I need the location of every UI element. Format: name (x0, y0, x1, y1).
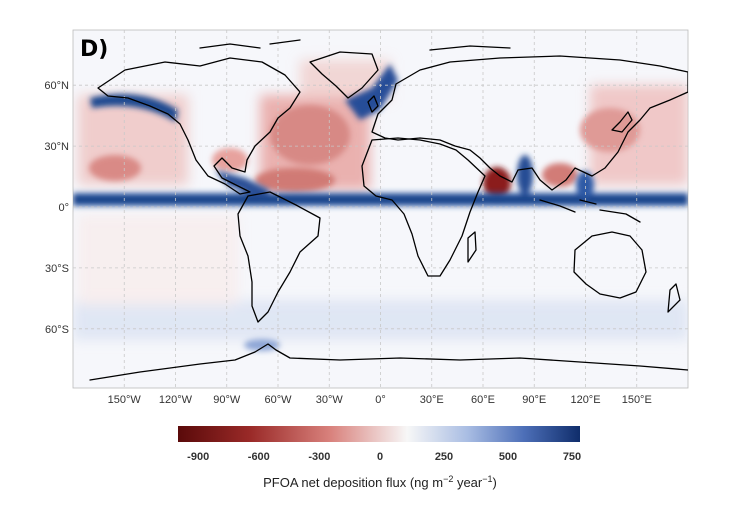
flux-gulf-mexico (212, 148, 248, 172)
flux-na-pacific-coast (90, 94, 178, 122)
lon-tick-label: 150°E (622, 394, 652, 406)
colorbar-tick-label: 0 (377, 451, 383, 463)
lon-tick-label: 30°E (420, 394, 444, 406)
map-panel (72, 29, 689, 389)
coast-madagascar (467, 231, 477, 263)
flux-nw-pacific (580, 108, 640, 152)
gridlines (73, 30, 688, 388)
coast-japan (611, 111, 633, 133)
lat-tick-label: 30°S (45, 263, 69, 275)
coastlines (89, 39, 688, 381)
flux-atlantic-core (270, 105, 350, 165)
coast-indonesia (539, 199, 641, 223)
lat-tick-label: 60°S (45, 324, 69, 336)
colorbar-tick-labels: -900 -600 -300 0 250 500 750 (187, 451, 581, 463)
coast-south-america (237, 191, 321, 323)
flux-labrador (345, 64, 398, 120)
coast-north-america (97, 57, 301, 195)
longitude-tick-labels: 150°W 120°W 90°W 60°W 30°W 0° 30°E 60°E 90°E 120°… (108, 394, 652, 406)
lat-tick-label: 60°N (44, 80, 69, 92)
colorbar-tick-label: 500 (499, 451, 517, 463)
coast-eurasia (371, 55, 688, 191)
coast-australia (573, 231, 647, 299)
latitude-tick-labels: 60°N 30°N 0° 30°S 60°S (44, 80, 69, 336)
coast-antarctica (89, 343, 688, 381)
panel-label: D) (80, 37, 108, 62)
flux-bay-of-bengal (517, 155, 533, 195)
lon-tick-label: 30°W (316, 394, 344, 406)
flux-indonesia (542, 163, 578, 187)
flux-south-pacific (78, 215, 238, 305)
coast-arctic-islands (199, 39, 511, 51)
flux-south-china-sea (576, 171, 594, 199)
strong-features (89, 105, 640, 199)
coast-africa (361, 137, 486, 277)
coast-uk (367, 95, 379, 113)
lon-tick-label: 120°E (570, 394, 600, 406)
flux-caribbean-blue (215, 170, 270, 198)
lon-tick-label: 60°E (471, 394, 495, 406)
colorbar-tick-label: -900 (187, 451, 209, 463)
colorbar-tick-label: -300 (308, 451, 330, 463)
lon-tick-label: 90°E (522, 394, 546, 406)
flux-antarctic-peninsula (244, 339, 280, 351)
colorbar-tick-label: 750 (563, 451, 581, 463)
lon-tick-label: 0° (375, 394, 386, 406)
lon-tick-label: 90°W (213, 394, 241, 406)
colorbar-tick-label: -600 (248, 451, 270, 463)
colorbar: -900 -600 -300 0 250 500 750 PFOA net depositi… (178, 426, 581, 490)
colorbar-gradient (178, 426, 580, 442)
flux-hawaii-patch (89, 155, 141, 181)
flux-arabian-sea (483, 167, 511, 199)
coast-new-zealand (667, 283, 681, 313)
colorbar-tick-label: 250 (435, 451, 453, 463)
coast-greenland (309, 51, 379, 99)
lat-tick-label: 0° (58, 202, 69, 214)
colorbar-title: PFOA net deposition flux (ng m−2 year−1) (263, 474, 497, 490)
lon-tick-label: 150°W (108, 394, 142, 406)
lon-tick-label: 120°W (159, 394, 193, 406)
flux-caribbean-red (255, 168, 335, 192)
lat-tick-label: 30°N (44, 141, 69, 153)
lon-tick-label: 60°W (264, 394, 292, 406)
